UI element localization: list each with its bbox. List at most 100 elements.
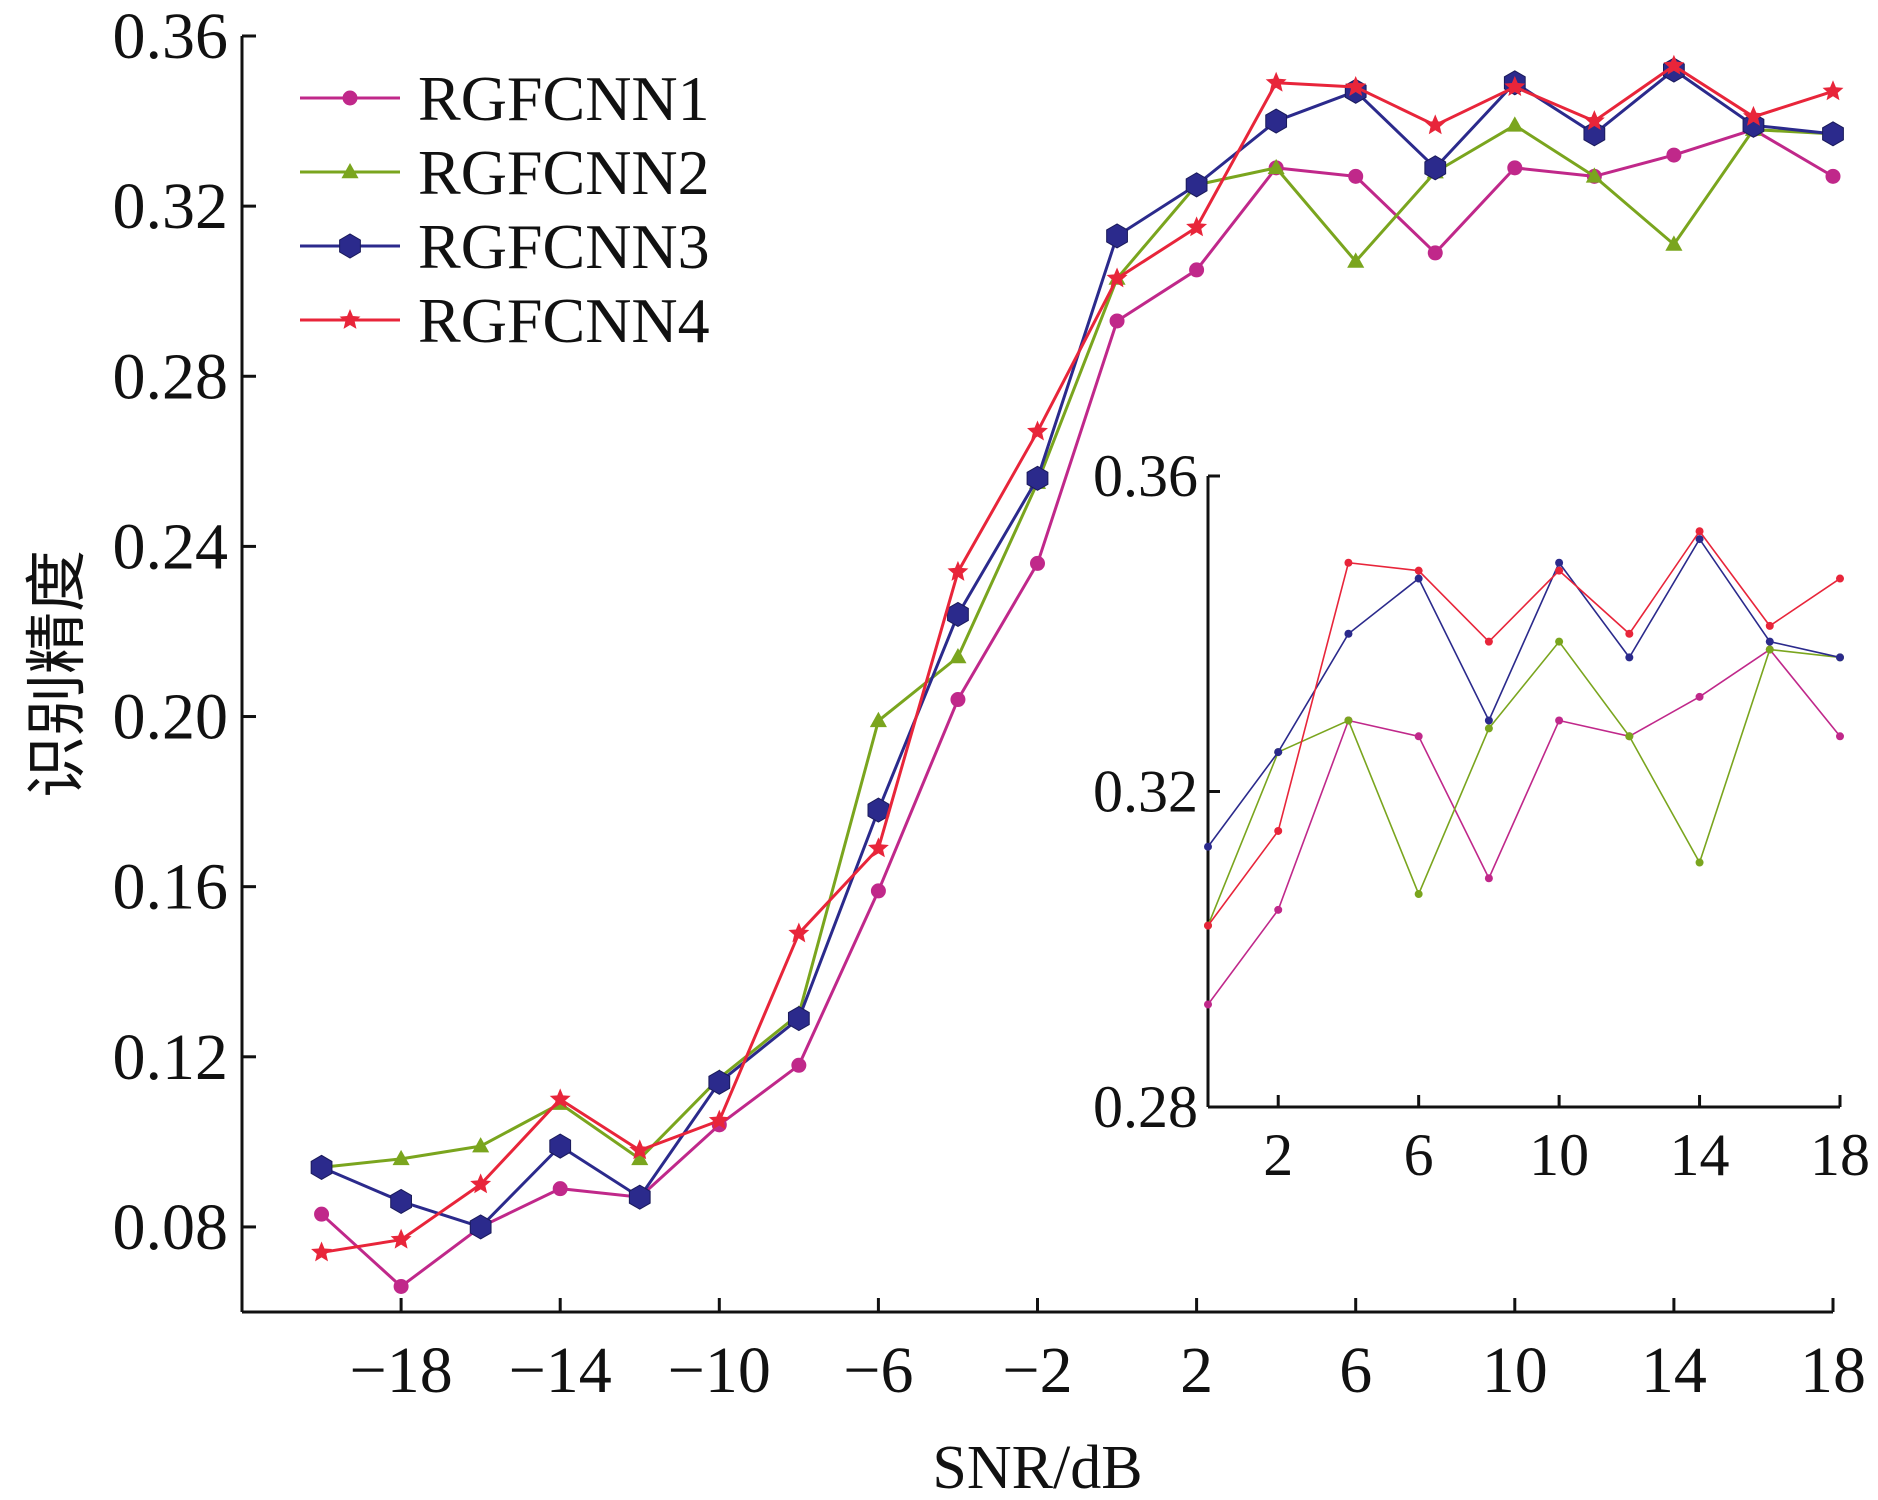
data-point-RGFCNN3 xyxy=(1822,121,1844,147)
inset-data-point-RGFCNN3 xyxy=(1204,842,1212,851)
data-point-RGFCNN4 xyxy=(470,1173,492,1194)
data-point-RGFCNN4 xyxy=(1663,54,1685,75)
inset-data-point-RGFCNN3 xyxy=(1836,653,1844,662)
inset-data-point-RGFCNN2 xyxy=(1414,890,1423,899)
inset-data-point-RGFCNN1 xyxy=(1484,874,1493,883)
data-point-RGFCNN4 xyxy=(1027,420,1048,441)
inset-data-point-RGFCNN1 xyxy=(1555,716,1564,725)
data-point-RGFCNN4 xyxy=(311,1241,333,1262)
data-point-RGFCNN4 xyxy=(1424,114,1446,135)
inset-data-point-RGFCNN1 xyxy=(1695,692,1704,701)
data-point-RGFCNN3 xyxy=(867,797,890,823)
data-point-RGFCNN1 xyxy=(314,1206,330,1222)
data-point-RGFCNN4 xyxy=(1265,71,1287,92)
inset-data-point-RGFCNN4 xyxy=(1274,826,1283,835)
inset-x-tick-label: 2 xyxy=(1263,1122,1293,1188)
inset-data-point-RGFCNN2 xyxy=(1344,716,1353,725)
inset-data-point-RGFCNN4 xyxy=(1625,629,1634,638)
inset-y-tick-label: 0.36 xyxy=(1093,443,1198,509)
data-point-RGFCNN1 xyxy=(1030,555,1045,571)
y-tick-label: 0.36 xyxy=(113,0,229,73)
data-point-RGFCNN1 xyxy=(1189,262,1205,278)
x-tick-label: 2 xyxy=(1180,1334,1213,1407)
inset-plot: 0.28 0.32 0.36 2 6 10 14 18 xyxy=(1093,443,1870,1188)
inset-data-point-RGFCNN4 xyxy=(1695,527,1704,536)
y-axis-title: 识别精度 xyxy=(24,550,92,798)
x-tick-label: 14 xyxy=(1641,1334,1707,1407)
x-tick-label: −10 xyxy=(668,1334,771,1407)
data-point-RGFCNN3 xyxy=(1026,465,1049,491)
data-point-RGFCNN4 xyxy=(1106,267,1128,288)
data-point-RGFCNN3 xyxy=(549,1133,572,1159)
x-tick-label: 18 xyxy=(1800,1334,1866,1407)
data-point-RGFCNN2 xyxy=(472,1137,490,1153)
series-line-RGFCNN4 xyxy=(321,64,1834,1254)
inset-y-tick-label: 0.32 xyxy=(1093,759,1198,825)
data-point-RGFCNN4 xyxy=(1742,105,1764,126)
data-point-RGFCNN4 xyxy=(1504,76,1526,96)
data-point-RGFCNN1 xyxy=(1109,313,1125,329)
x-tick-label: 6 xyxy=(1339,1334,1372,1407)
inset-data-point-RGFCNN1 xyxy=(1836,732,1844,741)
data-point-RGFCNN3 xyxy=(1742,112,1765,138)
data-point-RGFCNN3 xyxy=(390,1188,412,1214)
inset-data-point-RGFCNN1 xyxy=(1274,905,1283,914)
data-point-RGFCNN2 xyxy=(1585,167,1603,183)
legend-marker xyxy=(341,163,359,179)
x-tick-label: −18 xyxy=(349,1334,452,1407)
series-line-RGFCNN2 xyxy=(321,123,1834,1169)
data-point-RGFCNN4 xyxy=(1186,216,1208,237)
data-point-RGFCNN4 xyxy=(1822,80,1844,101)
inset-data-point-RGFCNN3 xyxy=(1344,629,1353,638)
legend-marker xyxy=(342,90,358,106)
data-point-RGFCNN2 xyxy=(631,1149,649,1166)
x-tick-label: −6 xyxy=(843,1334,913,1407)
data-point-RGFCNN2 xyxy=(949,647,967,664)
data-point-RGFCNN4 xyxy=(390,1228,412,1249)
data-point-RGFCNN1 xyxy=(1666,147,1682,163)
data-point-RGFCNN3 xyxy=(1185,172,1208,198)
data-point-RGFCNN1 xyxy=(552,1181,568,1197)
x-tick-label: 10 xyxy=(1482,1334,1548,1407)
inset-data-point-RGFCNN3 xyxy=(1414,574,1423,583)
main-plot: 0.08 0.12 0.16 0.20 0.24 0.28 0.32 0.36 −18 −14 −1… xyxy=(24,0,1866,1500)
series-line-RGFCNN1 xyxy=(320,128,1834,1288)
data-point-RGFCNN2 xyxy=(1506,116,1524,132)
inset-data-point-RGFCNN4 xyxy=(1344,558,1353,567)
inset-data-point-RGFCNN3 xyxy=(1555,558,1564,567)
y-tick-label: 0.08 xyxy=(113,1191,229,1264)
data-point-RGFCNN2 xyxy=(1347,252,1365,268)
y-tick-label: 0.20 xyxy=(113,681,229,754)
inset-data-point-RGFCNN2 xyxy=(1555,637,1564,646)
x-tick-label: −2 xyxy=(1002,1334,1072,1407)
legend-label: RGFCNN2 xyxy=(418,137,710,208)
y-tick-label: 0.28 xyxy=(113,340,229,413)
inset-data-point-RGFCNN2 xyxy=(1625,732,1634,741)
data-point-RGFCNN1 xyxy=(950,692,966,708)
inset-series-line-RGFCNN4 xyxy=(1207,529,1841,927)
inset-data-point-RGFCNN2 xyxy=(1765,645,1774,654)
data-point-RGFCNN3 xyxy=(310,1154,333,1180)
inset-data-point-RGFCNN3 xyxy=(1765,637,1774,646)
inset-data-point-RGFCNN1 xyxy=(1204,1000,1212,1009)
data-point-RGFCNN1 xyxy=(791,1057,807,1073)
x-axis-title: SNR/dB xyxy=(932,1434,1142,1500)
data-point-RGFCNN4 xyxy=(1345,76,1367,96)
data-point-RGFCNN1 xyxy=(1427,245,1443,261)
inset-data-point-RGFCNN1 xyxy=(1414,732,1423,741)
y-tick-label: 0.32 xyxy=(113,170,229,243)
legend-marker xyxy=(339,309,361,329)
inset-data-point-RGFCNN2 xyxy=(1484,724,1493,733)
data-point-RGFCNN1 xyxy=(1825,168,1841,184)
data-point-RGFCNN2 xyxy=(869,711,887,728)
data-point-RGFCNN2 xyxy=(1267,158,1285,175)
inset-data-point-RGFCNN3 xyxy=(1625,653,1634,662)
inset-series-line-RGFCNN1 xyxy=(1207,648,1841,1005)
inset-data-point-RGFCNN4 xyxy=(1765,621,1774,630)
data-point-RGFCNN2 xyxy=(1665,235,1683,251)
data-point-RGFCNN3 xyxy=(947,601,969,628)
data-point-RGFCNN4 xyxy=(629,1139,651,1160)
inset-series-line-RGFCNN3 xyxy=(1207,537,1841,848)
data-point-RGFCNN4 xyxy=(947,560,969,581)
